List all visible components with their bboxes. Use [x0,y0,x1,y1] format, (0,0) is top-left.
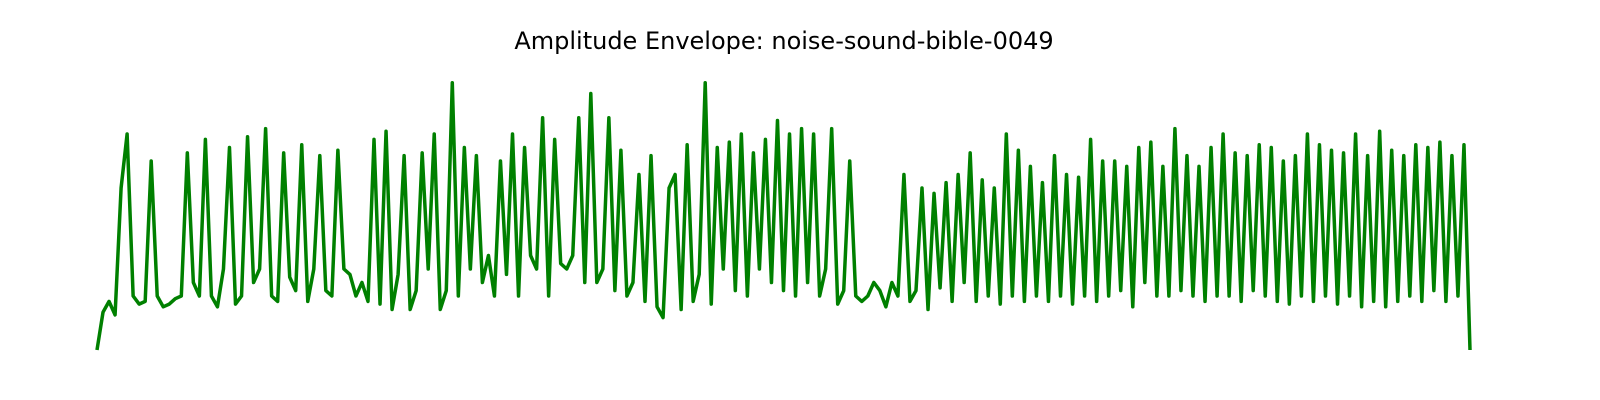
envelope-line [95,80,1472,351]
chart-title: Amplitude Envelope: noise-sound-bible-00… [514,27,1053,55]
